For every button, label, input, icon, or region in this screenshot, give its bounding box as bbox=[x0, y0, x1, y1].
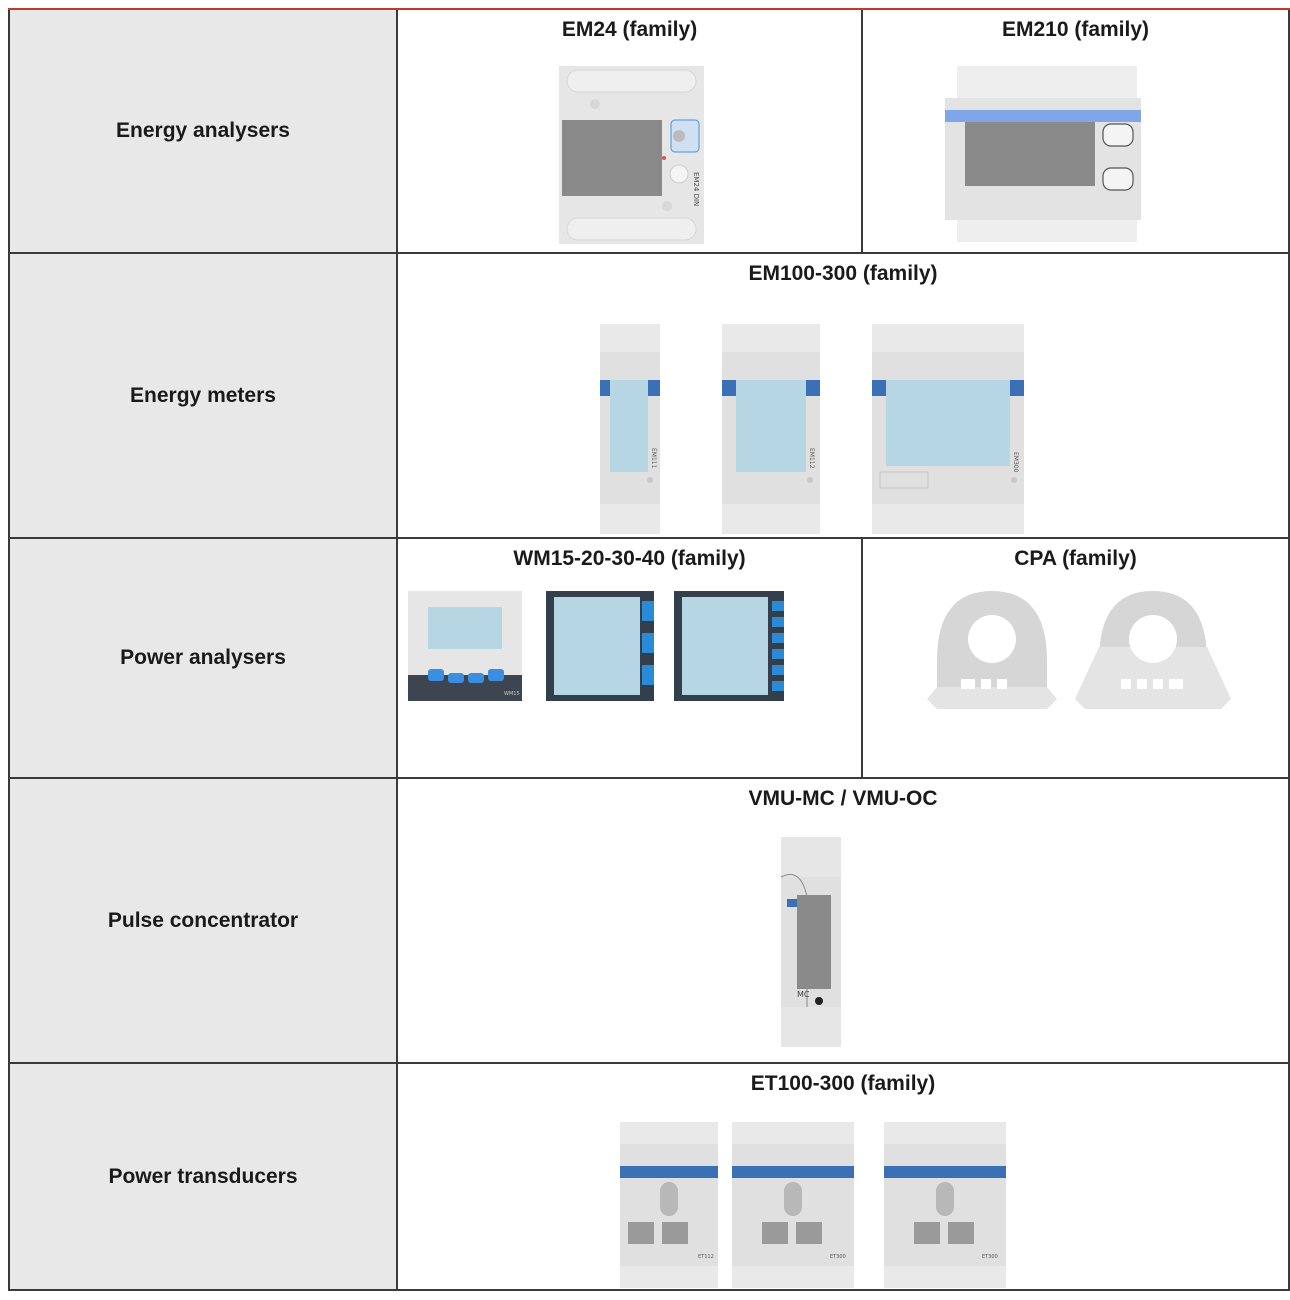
et300-device-icon: ET300 bbox=[884, 1122, 1006, 1288]
em300-device-icon: EM300 bbox=[872, 324, 1024, 534]
em24-device-icon: EM24 DIN bbox=[559, 66, 704, 244]
table-row: Pulse concentrator VMU-MC / VMU-OC MC bbox=[8, 777, 1290, 1064]
category-cell: Pulse concentrator bbox=[8, 777, 398, 1064]
product-table: Energy analysers EM24 (family) bbox=[8, 10, 1290, 1291]
wm30-device-icon bbox=[674, 591, 784, 701]
category-cell: Power transducers bbox=[8, 1062, 398, 1291]
top-accent-line bbox=[8, 8, 1290, 10]
category-cell: Energy meters bbox=[8, 252, 398, 539]
device-label: EM300 bbox=[1012, 452, 1019, 473]
device-label: EM24 DIN bbox=[692, 172, 700, 206]
family-title: EM24 (family) bbox=[561, 18, 698, 41]
family-cell-em210: EM210 (family) bbox=[861, 10, 1290, 254]
family-cell-vmu: VMU-MC / VMU-OC MC bbox=[396, 777, 1290, 1064]
et300-device-icon: ET300 bbox=[732, 1122, 854, 1288]
device-label: EM112 bbox=[808, 448, 815, 469]
vmu-device-icon: MC bbox=[781, 837, 841, 1047]
em210-device-icon bbox=[945, 66, 1141, 242]
device-label: WM15 bbox=[504, 691, 520, 697]
family-title: ET100-300 (family) bbox=[750, 1072, 936, 1095]
table-row: Energy meters EM100-300 (family) EM111 bbox=[8, 252, 1290, 539]
family-cell-et100-300: ET100-300 (family) ET112 bbox=[396, 1062, 1290, 1291]
em111-device-icon: EM111 bbox=[600, 324, 660, 534]
device-label: ET300 bbox=[982, 1254, 998, 1260]
et112-device-icon: ET112 bbox=[620, 1122, 718, 1288]
family-cell-cpa: CPA (family) bbox=[861, 537, 1290, 779]
wm15-device-icon: WM15 bbox=[408, 591, 522, 701]
device-label: ET300 bbox=[830, 1254, 846, 1260]
family-cell-em100-300: EM100-300 (family) EM111 bbox=[396, 252, 1290, 539]
table-row: Energy analysers EM24 (family) bbox=[8, 10, 1290, 254]
family-title: EM210 (family) bbox=[1001, 18, 1150, 41]
wm20-device-icon bbox=[546, 591, 654, 701]
cpa-sensor-icon bbox=[927, 591, 1057, 709]
device-label: ET112 bbox=[698, 1254, 714, 1260]
table-row: Power transducers ET100-300 (family) ET1… bbox=[8, 1062, 1290, 1291]
table-row: Power analysers WM15-20-30-40 (family) W… bbox=[8, 537, 1290, 779]
device-label: MC bbox=[797, 990, 810, 999]
family-title: CPA (family) bbox=[1014, 547, 1137, 570]
device-label: EM111 bbox=[650, 448, 657, 469]
cpa-sensor-icon bbox=[1075, 591, 1231, 709]
family-title: WM15-20-30-40 (family) bbox=[513, 547, 746, 570]
family-cell-em24: EM24 (family) EM24 DIN bbox=[396, 10, 863, 254]
em112-device-icon: EM112 bbox=[722, 324, 820, 534]
family-title: EM100-300 (family) bbox=[748, 262, 938, 285]
category-cell: Energy analysers bbox=[8, 10, 398, 254]
family-title: VMU-MC / VMU-OC bbox=[748, 787, 938, 810]
category-cell: Power analysers bbox=[8, 537, 398, 779]
family-cell-wm: WM15-20-30-40 (family) WM15 bbox=[396, 537, 863, 779]
